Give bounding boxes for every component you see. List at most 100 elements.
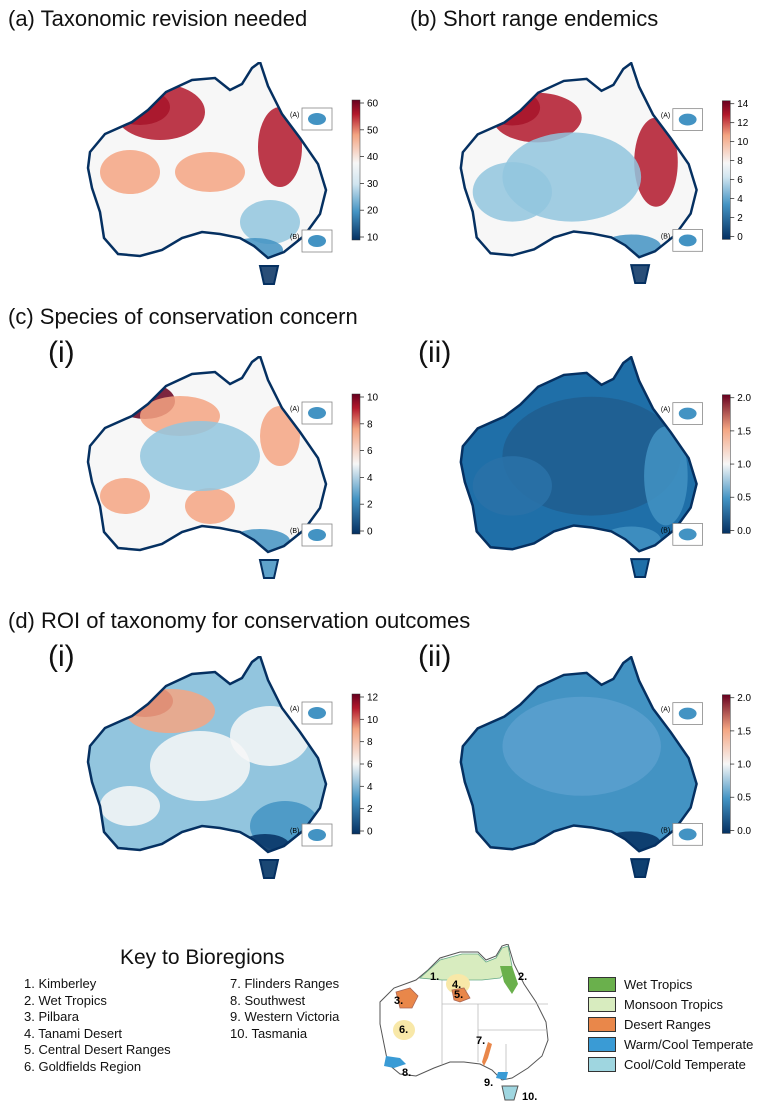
- tasmania-outline: [629, 558, 651, 578]
- inset-shape: [678, 407, 697, 420]
- inset-shape: [678, 234, 697, 247]
- legend-swatch: [588, 1056, 616, 1072]
- key-item: 5. Central Desert Ranges: [24, 1042, 171, 1057]
- key-map-label: 1.: [430, 971, 439, 983]
- tasmania-outline: [629, 858, 651, 878]
- choropleth-fill: [460, 357, 697, 577]
- key-map-tasmania: [501, 1085, 519, 1101]
- panel-a-title: (a) Taxonomic revision needed: [8, 6, 308, 31]
- inset-label: (B): [661, 233, 670, 240]
- colorbar-tick-label: 0.5: [737, 493, 751, 504]
- key-item: 3. Pilbara: [24, 1009, 79, 1024]
- tasmania-outline: [258, 559, 280, 579]
- colorbar-tick-label: 2.0: [737, 393, 751, 404]
- inset-label: (B): [290, 828, 299, 835]
- inset-label: (A): [290, 706, 299, 713]
- panel-b-title: (b) Short range endemics: [410, 6, 659, 31]
- southwest-region: [384, 1056, 406, 1068]
- central-ranges-region: [451, 987, 471, 1003]
- colorbar-tick-label: 0.5: [737, 793, 751, 804]
- colorbar-tick-label: 0.0: [737, 526, 751, 537]
- key-item: 10. Tasmania: [230, 1025, 308, 1041]
- key-map-label: 3.: [394, 995, 403, 1007]
- australia-outline: [86, 62, 328, 260]
- colorbar: [351, 99, 361, 241]
- panel-c-i-label: (i): [48, 336, 75, 369]
- colorbar-tick-label: 10: [737, 137, 749, 148]
- inset-shape: [678, 828, 697, 841]
- legend-label: Cool/Cold Temperate: [624, 1056, 746, 1072]
- legend-swatch: [588, 1016, 616, 1032]
- pilbara-region: [395, 987, 419, 1009]
- inset-shape: [678, 113, 697, 126]
- map-panel-d-ii: (A) (B) 2.0 1.5 1.0 0.5 0.0: [459, 656, 751, 878]
- inset-label: (A): [290, 406, 299, 413]
- colorbar-tick-label: 1.5: [737, 426, 751, 437]
- colorbar-tick-label: 0: [737, 232, 743, 243]
- key-map-label: 5.: [454, 989, 463, 1001]
- colorbar-tick-label: 6: [367, 760, 373, 771]
- australia-outline: [86, 656, 328, 854]
- colorbar-tick-label: 1.0: [737, 760, 751, 771]
- tasmania-outline: [258, 859, 280, 879]
- inset-shape: [308, 707, 326, 719]
- key-map-label: 10.: [522, 1091, 537, 1101]
- colorbar-tick-label: 12: [737, 118, 748, 129]
- colorbar-tick-label: 10: [367, 393, 379, 404]
- colorbar-tick-label: 50: [367, 125, 379, 136]
- colorbar: [722, 100, 731, 240]
- panel-d-i-label: (i): [48, 640, 75, 673]
- tasmania-outline: [629, 264, 651, 284]
- colorbar-tick-label: 2: [367, 804, 373, 815]
- key-item: 6. Goldfields Region: [24, 1058, 142, 1074]
- australia-outline: [459, 656, 698, 853]
- key-map-label: 6.: [399, 1024, 408, 1036]
- colorbar-tick-label: 30: [367, 179, 379, 190]
- panel-c-title: (c) Species of conservation concern: [8, 304, 358, 329]
- panel-d-title: (d) ROI of taxonomy for conservation out…: [8, 608, 471, 633]
- choropleth-fill: [460, 63, 697, 283]
- legend-row-warm-cool-temperate: Warm/Cool Temperate: [588, 1034, 753, 1054]
- colorbar-tick-label: 4: [737, 194, 743, 205]
- colorbar-tick-label: 10: [367, 233, 379, 244]
- colorbar-tick-label: 40: [367, 152, 379, 163]
- inset-label: (A): [661, 113, 670, 120]
- colorbar-tick-label: 14: [737, 99, 749, 110]
- wet-tropics-region: [500, 966, 518, 994]
- inset-shape: [308, 113, 326, 125]
- legend-label: Desert Ranges: [624, 1016, 711, 1032]
- inset-label: (B): [661, 827, 670, 834]
- colorbar-tick-label: 0: [367, 827, 373, 838]
- inset-label: (A): [661, 707, 670, 714]
- colorbar-tick-label: 6: [367, 446, 373, 457]
- key-map-label: 9.: [484, 1077, 493, 1089]
- legend-row-desert-ranges: Desert Ranges: [588, 1014, 753, 1034]
- choropleth-fill: [460, 657, 697, 877]
- inset-label: (B): [661, 527, 670, 534]
- map-panel-c-i: (A) (B) 10 8 6 4 2 0: [86, 356, 379, 579]
- map-panel-a: (A) (B) 60 50 40 30 20 10: [86, 62, 379, 285]
- key-map-label: 4.: [452, 979, 461, 991]
- key-item: 9. Western Victoria: [230, 1009, 340, 1024]
- colorbar-tick-label: 4: [367, 473, 373, 484]
- colorbar-tick-label: 0: [367, 527, 373, 538]
- legend-label: Monsoon Tropics: [624, 996, 723, 1012]
- colorbar-tick-label: 8: [367, 737, 373, 748]
- inset-shape: [308, 407, 326, 419]
- inset-shape: [308, 829, 326, 841]
- colorbar-tick-label: 12: [367, 693, 379, 704]
- inset-label: (B): [290, 234, 299, 241]
- colorbar-tick-label: 0.0: [737, 826, 751, 837]
- inset-label: (A): [290, 112, 299, 119]
- inset-shape: [678, 707, 697, 720]
- colorbar: [351, 693, 361, 835]
- key-item: 1. Kimberley: [24, 976, 97, 991]
- key-map-label: 2.: [518, 971, 527, 983]
- colorbar-tick-label: 10: [367, 715, 379, 726]
- tasmania-outline: [258, 265, 280, 285]
- key-title: Key to Bioregions: [120, 946, 285, 969]
- colorbar-tick-label: 2: [737, 213, 743, 224]
- legend-swatch: [588, 976, 616, 992]
- inset-shape: [678, 528, 697, 541]
- key-list-col2: 7. Flinders Ranges 8. Southwest 9. Weste…: [230, 976, 339, 1042]
